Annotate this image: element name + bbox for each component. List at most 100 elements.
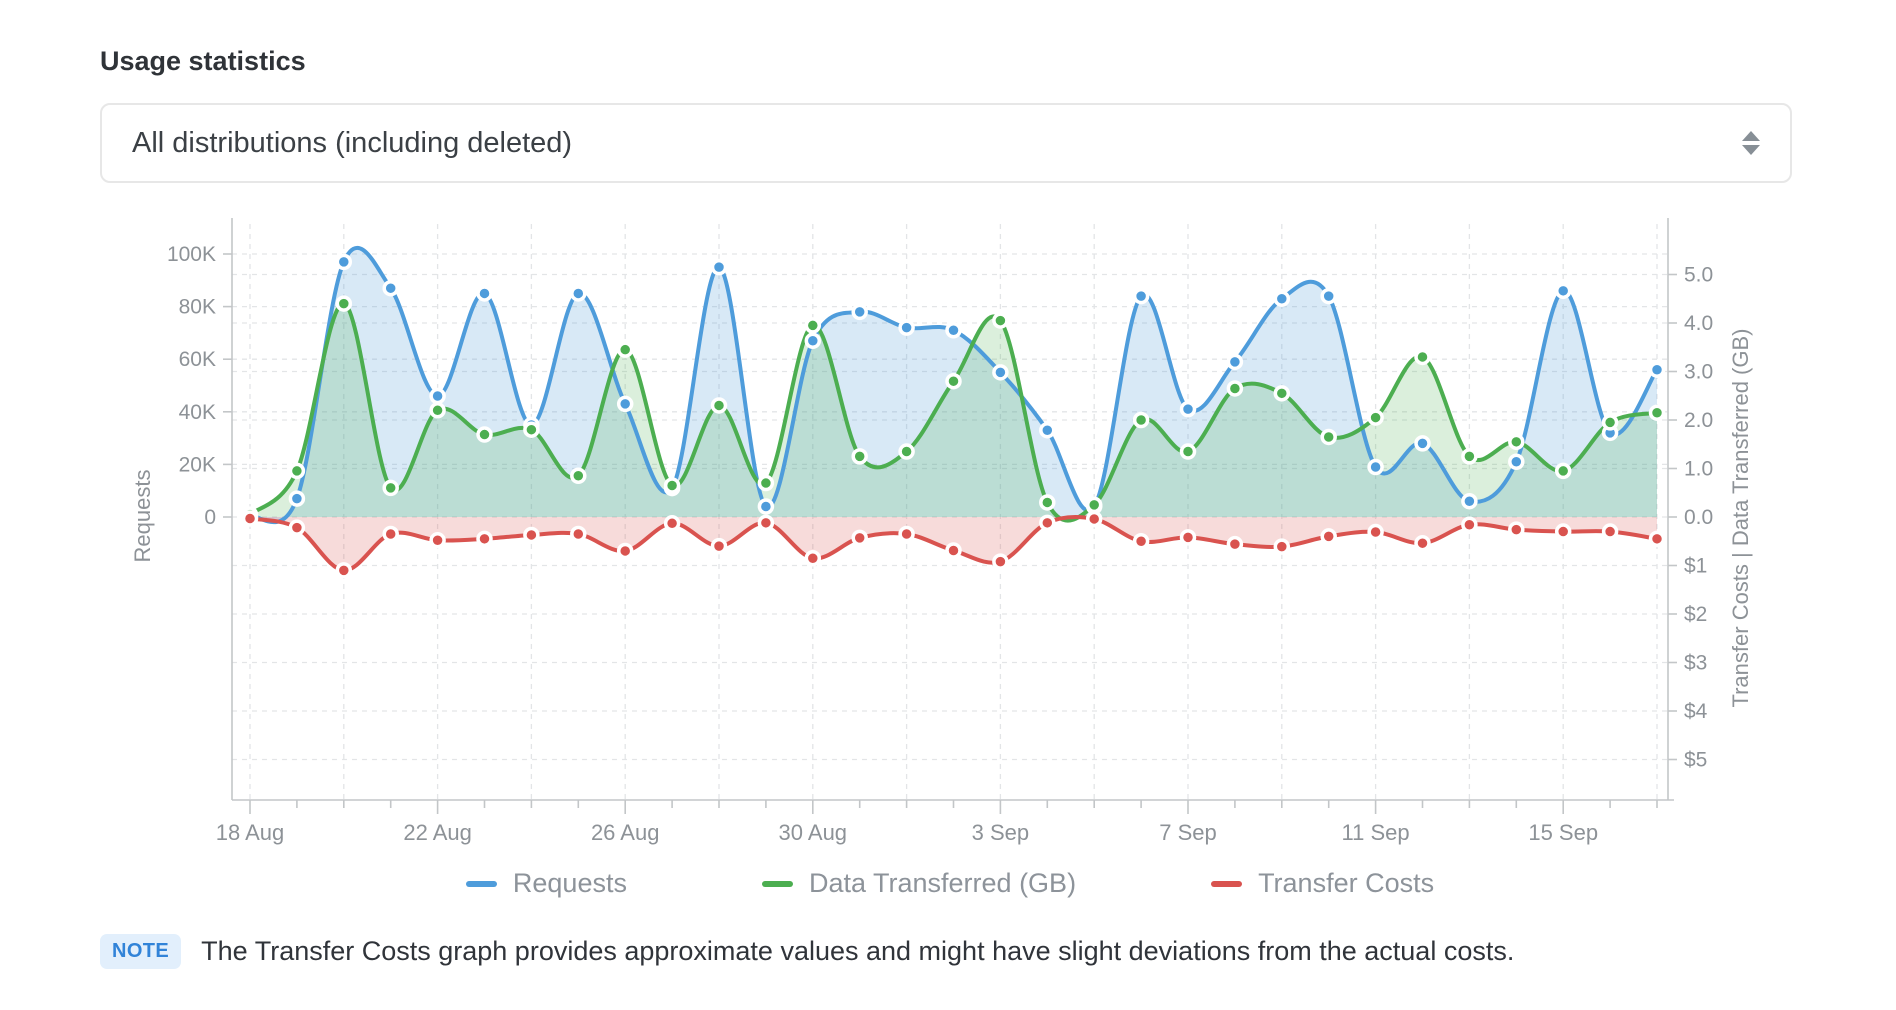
left-axis-tick: 60K [179, 348, 216, 371]
data-point [570, 467, 587, 485]
data-point [1648, 361, 1666, 378]
distribution-select-value: All distributions (including deleted) [132, 126, 573, 159]
data-point [1085, 510, 1103, 528]
right-axis-tick: $4 [1684, 700, 1708, 723]
right-axis-tick: $1 [1684, 555, 1707, 578]
data-point [616, 542, 634, 560]
data-point [523, 526, 540, 544]
data-point [945, 372, 962, 390]
data-point [1508, 433, 1525, 451]
data-point [1179, 400, 1197, 418]
data-point [1461, 492, 1478, 510]
data-point [382, 279, 399, 297]
data-point [757, 514, 775, 532]
right-axis-tick: 3.0 [1684, 361, 1713, 384]
x-axis-tick: 18 Aug [216, 820, 285, 845]
data-point [616, 395, 634, 413]
data-point [710, 397, 728, 414]
usage-chart: 100K 80K 60K 40K 20K 0 5.0 4.0 3.0 2.0 1.0 0.0 $1 $2 $… [0, 196, 1896, 860]
legend-swatch-requests [465, 880, 497, 887]
data-point [804, 332, 822, 350]
data-point [335, 253, 353, 271]
select-updown-icon [1742, 131, 1760, 155]
data-point [1179, 529, 1197, 546]
right-axis-tick: $3 [1684, 652, 1707, 675]
data-point [476, 285, 493, 302]
data-point [663, 477, 681, 494]
legend-item-transfer-costs: Transfer Costs [1211, 868, 1434, 899]
right-axis-tick: $2 [1684, 603, 1707, 626]
data-point [1461, 448, 1478, 465]
data-point [1367, 523, 1384, 541]
data-point [429, 532, 446, 549]
data-point [898, 525, 915, 543]
markers-transfer-costs [241, 510, 1666, 579]
x-axis-tick: 15 Sep [1528, 820, 1598, 845]
data-point [476, 426, 493, 443]
data-point [1414, 348, 1431, 366]
data-point [1085, 496, 1103, 514]
data-point [382, 525, 399, 543]
data-point [1601, 523, 1619, 540]
data-point [992, 364, 1009, 381]
markers-data-transferred-gb- [241, 295, 1666, 523]
x-axis-tick: 30 Aug [779, 820, 848, 845]
legend-label-data-transferred: Data Transferred (GB) [808, 868, 1077, 898]
data-point [241, 510, 259, 527]
data-point [757, 474, 775, 492]
data-point [1554, 462, 1572, 480]
data-point [945, 322, 962, 339]
data-point [1648, 530, 1666, 548]
data-point [1320, 528, 1337, 545]
data-point [1273, 385, 1291, 402]
legend-label-transfer-costs: Transfer Costs [1258, 868, 1435, 898]
legend-item-requests: Requests [465, 868, 627, 899]
data-point [1039, 494, 1056, 511]
note-text: The Transfer Costs graph provides approx… [201, 936, 1515, 966]
left-axis-title: Requests [130, 470, 155, 563]
data-point [710, 537, 728, 555]
data-point [1414, 435, 1431, 452]
right-axis-tick: 0.0 [1684, 506, 1713, 529]
right-axis-tick: 5.0 [1684, 264, 1713, 287]
legend-swatch-data-transferred [761, 880, 793, 887]
data-point [1367, 409, 1384, 426]
data-point [1601, 414, 1619, 431]
data-point [1508, 521, 1525, 538]
data-point [1461, 516, 1478, 534]
distribution-select[interactable]: All distributions (including deleted) [100, 103, 1792, 183]
data-point [1554, 282, 1572, 300]
note-row: NOTE The Transfer Costs graph provides a… [100, 934, 1514, 969]
data-point [616, 341, 634, 358]
data-point [288, 519, 306, 536]
data-point [804, 317, 822, 334]
page-title: Usage statistics [100, 46, 306, 76]
x-axis-tick: 3 Sep [972, 820, 1030, 845]
data-point [1273, 538, 1291, 555]
right-axis-tick: 2.0 [1684, 409, 1713, 432]
data-point [1414, 534, 1431, 552]
data-point [898, 443, 915, 460]
data-point [1648, 404, 1666, 421]
area-data-transferred-gb- [250, 303, 1657, 521]
data-point [570, 525, 587, 543]
data-point [476, 530, 493, 548]
right-axis-tick: 4.0 [1684, 312, 1713, 335]
data-point [663, 515, 681, 532]
data-point [1179, 443, 1197, 460]
left-axis-tick: 0 [204, 506, 216, 529]
data-point [1554, 523, 1572, 540]
gridlines [232, 224, 1668, 800]
data-point [523, 421, 540, 438]
data-point [898, 319, 915, 336]
usage-chart-svg: 100K 80K 60K 40K 20K 0 5.0 4.0 3.0 2.0 1.0 0.0 $1 $2 $… [130, 218, 1753, 845]
note-badge: NOTE [100, 934, 182, 969]
left-axis-tick: 100K [167, 243, 216, 266]
data-point [851, 303, 868, 321]
x-axis-tick: 26 Aug [591, 820, 660, 845]
right-axis-tick: $5 [1684, 749, 1707, 772]
left-axis-tick: 40K [179, 401, 216, 424]
legend-swatch-transfer-costs [1211, 880, 1243, 887]
right-axis-title: Transfer Costs | Data Transferred (GB) [1728, 328, 1753, 707]
data-point [288, 490, 306, 507]
